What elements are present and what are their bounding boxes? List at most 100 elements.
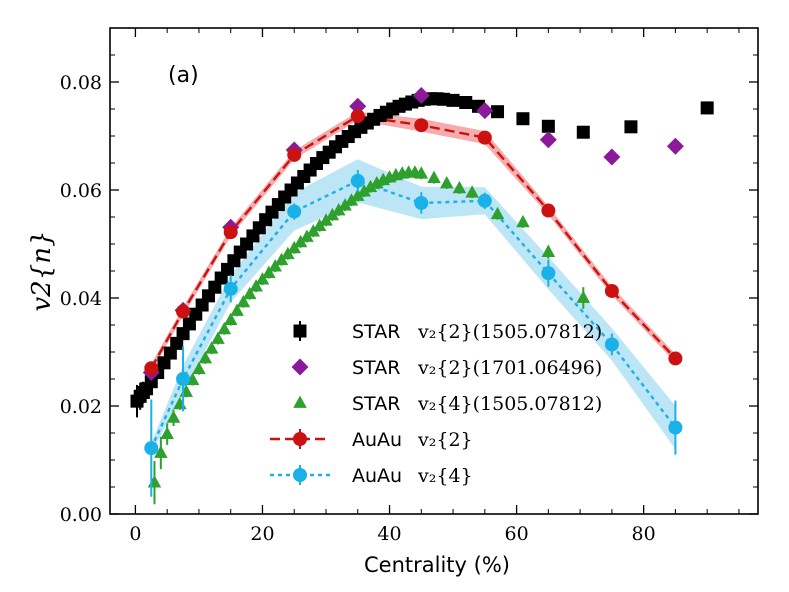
- data-point-0: [516, 112, 530, 126]
- x-tick-label: 60: [504, 523, 528, 545]
- data-point-2: [439, 176, 454, 189]
- data-point-4: [414, 195, 429, 210]
- x-tick-label: 20: [250, 523, 274, 545]
- data-point-2: [249, 279, 263, 292]
- data-point-2: [217, 321, 232, 335]
- data-point-2: [255, 272, 270, 285]
- data-point-2: [236, 294, 251, 308]
- data-point-2: [576, 290, 591, 303]
- axis-ticks: 0 20 40 60 80 0.00 0.02 0.04 0.06 0.08: [60, 28, 758, 545]
- x-axis-title: Centrality (%): [364, 553, 510, 577]
- data-point-2: [268, 259, 282, 272]
- data-point-2: [319, 213, 333, 226]
- data-point-2: [452, 180, 467, 194]
- data-point-3: [541, 203, 556, 218]
- y-tick-label: 0.06: [60, 180, 102, 202]
- legend-label-math: v₂{2}(1701.06496): [417, 357, 602, 379]
- data-point-0: [491, 105, 505, 119]
- data-point-1: [666, 137, 684, 155]
- data-point-4: [604, 337, 619, 352]
- band-3: [151, 111, 676, 373]
- data-point-4: [541, 266, 556, 281]
- data-point-0: [576, 125, 590, 139]
- legend-marker-4: [293, 468, 307, 482]
- data-point-4: [477, 193, 492, 208]
- data-point-1: [476, 102, 494, 120]
- data-point-3: [176, 304, 191, 319]
- data-point-0: [541, 119, 555, 133]
- legend-label-prefix: AuAu: [352, 465, 402, 487]
- data-point-4: [350, 173, 365, 188]
- legend-marker-3: [293, 432, 307, 446]
- data-point-2: [204, 341, 219, 354]
- data-point-3: [144, 361, 159, 376]
- legend-label-prefix: STAR: [352, 393, 400, 415]
- data-point-4: [176, 372, 191, 386]
- y-tick-label: 0.08: [60, 72, 102, 94]
- data-point-2: [230, 303, 244, 316]
- data-point-0: [446, 93, 460, 107]
- data-point-2: [338, 198, 352, 211]
- data-point-2: [490, 206, 505, 220]
- y-tick-label: 0.02: [60, 396, 102, 418]
- legend: STAR v₂{2}(1505.07812) STAR v₂{2}(1701.0649…: [270, 321, 602, 487]
- data-point-2: [312, 218, 327, 232]
- data-point-1: [539, 131, 557, 149]
- legend-label-prefix: STAR: [352, 321, 400, 343]
- y-tick-label: 0.04: [60, 288, 102, 310]
- data-point-2: [351, 188, 365, 201]
- legend-marker-2: [293, 395, 307, 408]
- data-point-2: [293, 234, 308, 248]
- data-point-4: [223, 281, 238, 296]
- legend-label-math: v₂{2}(1505.07812): [417, 321, 602, 343]
- data-point-1: [412, 87, 430, 104]
- data-point-2: [192, 361, 206, 375]
- data-point-2: [516, 214, 530, 228]
- data-point-2: [262, 265, 276, 279]
- x-tick-label: 40: [377, 523, 401, 545]
- data-point-2: [211, 331, 225, 344]
- x-tick-label: 80: [632, 523, 656, 545]
- data-point-2: [331, 203, 346, 216]
- data-markers: [130, 87, 714, 505]
- data-point-2: [363, 179, 378, 193]
- data-point-0: [459, 96, 473, 110]
- legend-label-math: v₂{2}: [417, 429, 473, 451]
- data-point-2: [414, 166, 429, 179]
- band-4: [151, 159, 676, 454]
- y-tick-label: 0.00: [60, 504, 102, 526]
- data-point-2: [344, 193, 359, 206]
- legend-marker-1: [291, 358, 309, 376]
- data-point-2: [370, 176, 384, 189]
- legend-label-math: v₂{4}(1505.07812): [417, 393, 602, 415]
- panel-label: (a): [168, 63, 199, 88]
- data-point-3: [223, 225, 238, 240]
- data-point-2: [300, 229, 314, 242]
- uncertainty-bands: [151, 111, 676, 454]
- data-point-2: [223, 312, 238, 326]
- data-point-3: [350, 109, 365, 124]
- model-lines: [150, 114, 677, 449]
- data-point-2: [306, 224, 321, 237]
- data-point-4: [144, 441, 159, 456]
- data-point-2: [166, 410, 181, 423]
- y-axis-title: v2{n}: [27, 230, 57, 311]
- data-point-2: [243, 286, 257, 300]
- data-point-2: [160, 426, 174, 439]
- data-point-3: [414, 118, 429, 133]
- data-point-2: [427, 170, 441, 183]
- data-point-3: [668, 351, 683, 366]
- data-point-2: [357, 184, 371, 197]
- data-point-1: [603, 148, 621, 166]
- data-point-3: [477, 130, 492, 145]
- data-point-2: [325, 207, 340, 221]
- legend-marker-0: [293, 324, 307, 338]
- data-point-4: [287, 204, 302, 219]
- data-point-0: [624, 120, 638, 134]
- data-point-4: [668, 420, 683, 435]
- data-point-2: [154, 445, 168, 458]
- x-tick-label: 0: [129, 523, 141, 545]
- data-point-2: [465, 185, 479, 198]
